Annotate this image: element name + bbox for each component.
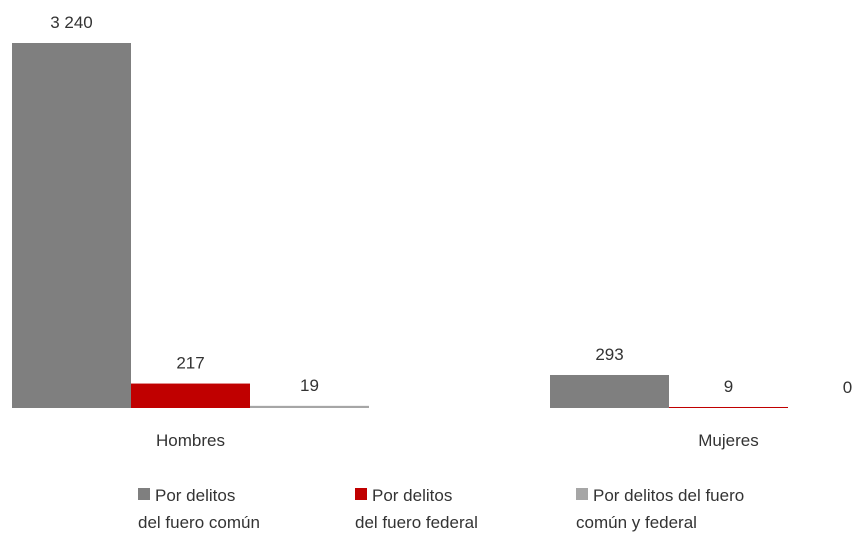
legend-label-line-2: del fuero común (138, 513, 260, 532)
legend-label-line-1: Por delitos del fuero (593, 486, 745, 505)
bar-hombres-series-2 (250, 405, 369, 408)
bar-hombres-series-0 (12, 43, 131, 408)
category-labels-group: Hombres Mujeres (156, 431, 759, 450)
legend-swatch-fuero-federal (355, 488, 367, 500)
value-label-mujeres-series-2: 0 (843, 378, 852, 397)
legend-label-line-1: Por delitos (155, 486, 236, 505)
legend-swatch-fuero-comun (138, 488, 150, 500)
bar-mujeres-series-0 (550, 374, 669, 408)
value-label-mujeres-series-1: 9 (724, 377, 733, 396)
bar-hombres-series-1 (131, 383, 250, 408)
category-label-hombres: Hombres (156, 431, 225, 450)
legend-item-fuero-federal: Por delitos del fuero federal (355, 482, 478, 536)
legend-swatch-fuero-comun-y-federal (576, 488, 588, 500)
bar-mujeres-series-1 (669, 406, 788, 408)
legend-label-line-2: común y federal (576, 513, 697, 532)
value-labels-group: 3 240 217 19 293 9 0 (50, 13, 852, 397)
legend-item-fuero-comun: Por delitos del fuero común (138, 482, 260, 536)
category-label-mujeres: Mujeres (698, 431, 758, 450)
value-label-hombres-series-1: 217 (176, 354, 204, 373)
value-label-hombres-series-0: 3 240 (50, 13, 93, 32)
value-label-hombres-series-2: 19 (300, 376, 319, 395)
bars-group (12, 43, 788, 408)
value-label-mujeres-series-0: 293 (595, 345, 623, 364)
bar-chart: 3 240 217 19 293 9 0 Hombres Mujeres (12, 13, 852, 450)
legend-label-line-2: del fuero federal (355, 513, 478, 532)
legend-label-line-1: Por delitos (372, 486, 453, 505)
legend-item-fuero-comun-y-federal: Por delitos del fuero común y federal (576, 482, 744, 536)
